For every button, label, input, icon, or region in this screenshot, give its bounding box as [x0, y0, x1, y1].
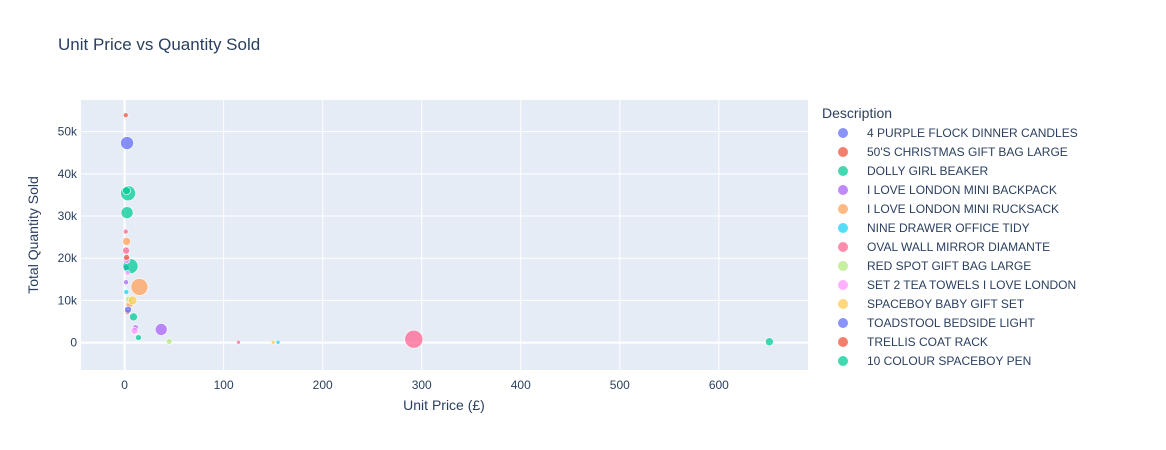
legend-label: I LOVE LONDON MINI BACKPACK [867, 183, 1057, 197]
legend-label: I LOVE LONDON MINI RUCKSACK [867, 202, 1059, 216]
data-point [120, 206, 134, 219]
y-axis-title: Total Quantity Sold [25, 176, 41, 294]
data-point [123, 254, 130, 261]
legend-marker [838, 166, 848, 176]
data-point [154, 323, 168, 336]
y-tick-label: 30k [58, 209, 78, 223]
x-tick-label: 300 [412, 378, 432, 392]
legend-marker [838, 261, 848, 271]
data-points [120, 112, 774, 349]
legend-item[interactable]: DOLLY GIRL BEAKER [838, 164, 988, 178]
x-tick-label: 200 [313, 378, 333, 392]
data-point [122, 186, 131, 196]
legend-label: OVAL WALL MIRROR DIAMANTE [867, 240, 1050, 254]
legend-label: 4 PURPLE FLOCK DINNER CANDLES [867, 126, 1078, 140]
plot-area [81, 100, 808, 370]
y-tick-label: 10k [58, 293, 78, 307]
data-point [123, 289, 130, 295]
legend-label: DOLLY GIRL BEAKER [867, 164, 988, 178]
legend-marker [838, 185, 848, 195]
legend-item[interactable]: I LOVE LONDON MINI RUCKSACK [838, 202, 1059, 216]
data-point [130, 326, 139, 335]
data-point [404, 329, 424, 349]
legend-title: Description [822, 105, 892, 121]
data-point [122, 228, 129, 235]
legend-label: SET 2 TEA TOWELS I LOVE LONDON [867, 278, 1076, 292]
legend-marker [838, 299, 848, 309]
data-point [765, 337, 774, 347]
legend-item[interactable]: SPACEBOY BABY GIFT SET [838, 297, 1025, 311]
legend-item[interactable]: 4 PURPLE FLOCK DINNER CANDLES [838, 126, 1078, 140]
y-tick-label: 20k [58, 251, 78, 265]
data-point [127, 295, 138, 306]
legend-marker [838, 242, 848, 252]
grid-lines [81, 100, 808, 370]
y-tick-labels: 0 10k 20k 30k 40k 50k [58, 125, 78, 350]
legend-marker [838, 280, 848, 290]
legend-marker [838, 318, 848, 328]
legend-item[interactable]: RED SPOT GIFT BAG LARGE [838, 259, 1031, 273]
x-tick-labels: 0 100 200 300 400 500 600 [121, 378, 729, 392]
legend[interactable]: Description 4 PURPLE FLOCK DINNER CANDLE… [822, 105, 1078, 368]
legend-label: 50'S CHRISTMAS GIFT BAG LARGE [867, 145, 1068, 159]
data-point [122, 237, 131, 246]
data-point [236, 339, 241, 345]
data-point [270, 339, 276, 345]
legend-marker [838, 147, 848, 157]
data-point [165, 338, 173, 345]
legend-item[interactable]: 50'S CHRISTMAS GIFT BAG LARGE [838, 145, 1068, 159]
x-tick-label: 600 [709, 378, 729, 392]
legend-marker [838, 356, 848, 366]
legend-label: SPACEBOY BABY GIFT SET [867, 297, 1025, 311]
legend-label: 10 COLOUR SPACEBOY PEN [867, 354, 1031, 368]
legend-label: NINE DRAWER OFFICE TIDY [867, 221, 1030, 235]
legend-item[interactable]: OVAL WALL MIRROR DIAMANTE [838, 240, 1050, 254]
data-point [123, 279, 129, 286]
legend-item[interactable]: 10 COLOUR SPACEBOY PEN [838, 354, 1031, 368]
legend-label: RED SPOT GIFT BAG LARGE [867, 259, 1031, 273]
x-tick-label: 100 [214, 378, 234, 392]
legend-marker [838, 128, 848, 138]
y-tick-label: 50k [58, 125, 78, 139]
data-point [120, 136, 134, 150]
chart-title: Unit Price vs Quantity Sold [58, 35, 260, 54]
x-axis-title: Unit Price (£) [403, 397, 485, 413]
data-point [129, 312, 138, 322]
legend-item[interactable]: TRELLIS COAT RACK [838, 335, 988, 349]
y-tick-label: 40k [58, 167, 78, 181]
data-point [130, 278, 149, 296]
data-point [122, 112, 129, 118]
legend-item[interactable]: NINE DRAWER OFFICE TIDY [838, 221, 1030, 235]
x-tick-label: 0 [121, 378, 128, 392]
data-point [124, 270, 131, 276]
legend-marker [838, 337, 848, 347]
legend-item[interactable]: SET 2 TEA TOWELS I LOVE LONDON [838, 278, 1076, 292]
legend-item[interactable]: TOADSTOOL BEDSIDE LIGHT [838, 316, 1035, 330]
legend-marker [838, 223, 848, 233]
data-point [124, 305, 132, 314]
legend-item[interactable]: I LOVE LONDON MINI BACKPACK [838, 183, 1057, 197]
legend-label: TOADSTOOL BEDSIDE LIGHT [867, 316, 1035, 330]
data-point [275, 339, 281, 345]
data-point [122, 246, 130, 255]
y-tick-label: 0 [70, 336, 77, 350]
x-tick-label: 400 [511, 378, 531, 392]
data-point [135, 334, 142, 341]
x-tick-label: 500 [610, 378, 630, 392]
legend-label: TRELLIS COAT RACK [867, 335, 988, 349]
legend-marker [838, 204, 848, 214]
